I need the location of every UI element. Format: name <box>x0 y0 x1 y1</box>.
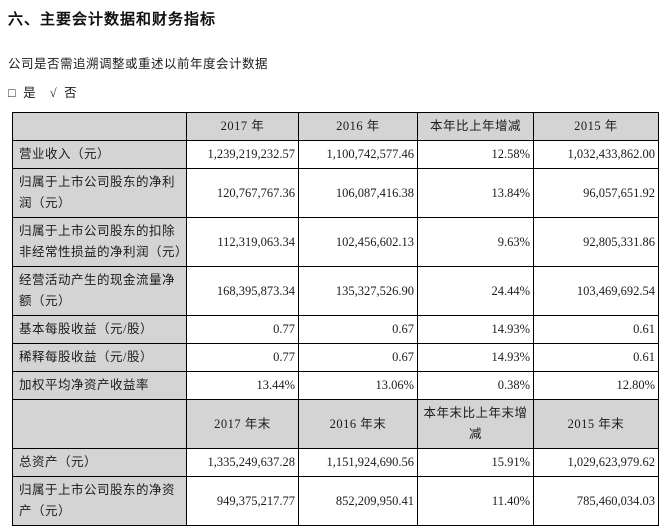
header-spacer-cell <box>12 112 187 141</box>
column-header-cell: 2015 年末 <box>533 399 659 449</box>
value-cell: 12.80% <box>533 371 659 400</box>
table-row: 归属于上市公司股东的扣除非经常性损益的净利润（元） 112,319,063.34 1… <box>12 217 659 267</box>
table-row: 基本每股收益（元/股） 0.77 0.67 14.93% 0.61 <box>12 315 659 344</box>
checkbox-unchecked-icon: □ <box>8 86 17 100</box>
value-cell: 1,032,433,862.00 <box>533 140 659 169</box>
row-label-cell: 总资产（元） <box>12 448 187 477</box>
row-label-cell: 归属于上市公司股东的扣除非经常性损益的净利润（元） <box>12 217 187 267</box>
table-row: 加权平均净资产收益率 13.44% 13.06% 0.38% 12.80% <box>12 371 659 400</box>
value-cell: 14.93% <box>417 343 534 372</box>
financial-table-body: 2017 年 2016 年本年比上年增减 2015 年营业收入（元） 1,239,21… <box>12 112 659 526</box>
row-label-cell: 归属于上市公司股东的净利润（元） <box>12 168 187 218</box>
table-row: 营业收入（元） 1,239,219,232.57 1,100,742,577.46 1… <box>12 140 659 169</box>
value-cell: 0.67 <box>298 343 418 372</box>
value-cell: 12.58% <box>417 140 534 169</box>
value-cell: 15.91% <box>417 448 534 477</box>
row-label-cell: 加权平均净资产收益率 <box>12 371 187 400</box>
value-cell: 0.77 <box>186 315 299 344</box>
value-cell: 135,327,526.90 <box>298 266 418 316</box>
row-label-cell: 基本每股收益（元/股） <box>12 315 187 344</box>
value-cell: 1,239,219,232.57 <box>186 140 299 169</box>
column-header-cell: 2016 年 <box>298 112 418 141</box>
value-cell: 13.84% <box>417 168 534 218</box>
header-spacer-cell <box>12 399 187 449</box>
value-cell: 112,319,063.34 <box>186 217 299 267</box>
value-cell: 1,100,742,577.46 <box>298 140 418 169</box>
table-header-row: 2017 年末 2016 年末 本年末比上年末增减 2015 年末 <box>12 399 659 449</box>
value-cell: 102,456,602.13 <box>298 217 418 267</box>
value-cell: 1,151,924,690.56 <box>298 448 418 477</box>
row-label-cell: 经营活动产生的现金流量净额（元） <box>12 266 187 316</box>
section-title: 六、主要会计数据和财务指标 <box>8 11 217 28</box>
column-header-cell: 2017 年 <box>186 112 299 141</box>
table-row: 归属于上市公司股东的净利润（元） 120,767,767.36 106,087,41… <box>12 168 659 218</box>
value-cell: 0.38% <box>417 371 534 400</box>
column-header-cell: 本年末比上年末增减 <box>417 399 534 449</box>
value-cell: 1,335,249,637.28 <box>186 448 299 477</box>
column-header-cell: 2016 年末 <box>298 399 418 449</box>
table-row: 经营活动产生的现金流量净额（元） 168,395,873.34 135,327,52… <box>12 266 659 316</box>
column-header-cell: 本年比上年增减 <box>417 112 534 141</box>
value-cell: 24.44% <box>417 266 534 316</box>
row-label-cell: 营业收入（元） <box>12 140 187 169</box>
value-cell: 0.61 <box>533 343 659 372</box>
value-cell: 13.06% <box>298 371 418 400</box>
value-cell: 0.77 <box>186 343 299 372</box>
financial-indicators-table: 2017 年 2016 年本年比上年增减 2015 年营业收入（元） 1,239,21… <box>12 112 659 526</box>
value-cell: 852,209,950.41 <box>298 476 418 526</box>
value-cell: 120,767,767.36 <box>186 168 299 218</box>
value-cell: 9.63% <box>417 217 534 267</box>
restatement-options: □ 是 √ 否 <box>8 82 659 101</box>
value-cell: 92,805,331.86 <box>533 217 659 267</box>
option-no-label: 否 <box>64 86 78 100</box>
value-cell: 949,375,217.77 <box>186 476 299 526</box>
column-header-cell: 2015 年 <box>533 112 659 141</box>
row-label-cell: 稀释每股收益（元/股） <box>12 343 187 372</box>
value-cell: 13.44% <box>186 371 299 400</box>
value-cell: 0.61 <box>533 315 659 344</box>
table-row: 稀释每股收益（元/股） 0.77 0.67 14.93% 0.61 <box>12 343 659 372</box>
option-no: √ 否 <box>50 86 77 100</box>
value-cell: 106,087,416.38 <box>298 168 418 218</box>
value-cell: 1,029,623,979.62 <box>533 448 659 477</box>
table-row: 归属于上市公司股东的净资产（元） 949,375,217.77 852,209,95… <box>12 476 659 526</box>
table-header-row: 2017 年 2016 年本年比上年增减 2015 年 <box>12 112 659 141</box>
option-yes-label: 是 <box>23 86 37 100</box>
option-yes: □ 是 <box>8 86 36 100</box>
value-cell: 168,395,873.34 <box>186 266 299 316</box>
value-cell: 96,057,651.92 <box>533 168 659 218</box>
value-cell: 0.67 <box>298 315 418 344</box>
value-cell: 103,469,692.54 <box>533 266 659 316</box>
table-row: 总资产（元） 1,335,249,637.28 1,151,924,690.56 15… <box>12 448 659 477</box>
restatement-question: 公司是否需追溯调整或重述以前年度会计数据 <box>8 57 269 71</box>
value-cell: 14.93% <box>417 315 534 344</box>
column-header-cell: 2017 年末 <box>186 399 299 449</box>
row-label-cell: 归属于上市公司股东的净资产（元） <box>12 476 187 526</box>
checkmark-icon: √ <box>49 86 58 100</box>
value-cell: 11.40% <box>417 476 534 526</box>
value-cell: 785,460,034.03 <box>533 476 659 526</box>
